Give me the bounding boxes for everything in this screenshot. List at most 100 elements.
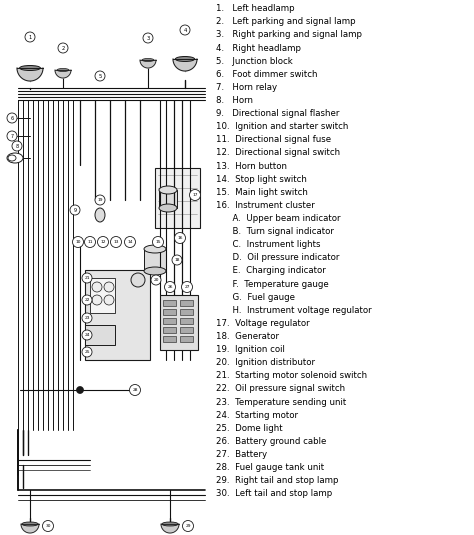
Text: 1.   Left headlamp: 1. Left headlamp (216, 4, 294, 13)
Text: 15.  Main light switch: 15. Main light switch (216, 188, 308, 197)
Bar (163, 318, 176, 324)
Text: 28.  Fuel gauge tank unit: 28. Fuel gauge tank unit (216, 463, 324, 472)
Text: 16: 16 (177, 236, 183, 240)
Text: 23: 23 (84, 316, 90, 320)
Circle shape (164, 281, 175, 293)
Ellipse shape (57, 68, 69, 72)
Bar (160, 295, 198, 350)
Text: 19.  Ignition coil: 19. Ignition coil (216, 345, 284, 354)
Text: 24: 24 (84, 333, 90, 337)
Ellipse shape (131, 273, 145, 287)
Bar (155, 168, 200, 228)
Ellipse shape (95, 208, 105, 222)
Circle shape (110, 236, 121, 248)
Ellipse shape (7, 153, 23, 163)
Text: 19: 19 (97, 198, 103, 202)
Text: D.  Oil pressure indicator: D. Oil pressure indicator (216, 254, 339, 262)
Circle shape (153, 236, 164, 248)
Circle shape (172, 255, 182, 265)
Circle shape (76, 386, 83, 394)
Ellipse shape (144, 245, 166, 253)
Bar (159, 190, 177, 208)
Circle shape (143, 33, 153, 43)
Text: 30: 30 (45, 524, 51, 528)
Circle shape (73, 236, 83, 248)
Circle shape (82, 313, 92, 323)
Text: 21: 21 (84, 276, 90, 280)
Circle shape (7, 131, 17, 141)
Circle shape (12, 141, 22, 151)
Text: E.  Charging indicator: E. Charging indicator (216, 266, 326, 276)
Ellipse shape (159, 186, 177, 194)
Text: 21.  Starting motor solenoid switch: 21. Starting motor solenoid switch (216, 371, 367, 380)
Text: 8.   Horn: 8. Horn (216, 96, 253, 105)
Text: 13.  Horn button: 13. Horn button (216, 162, 287, 171)
Circle shape (182, 521, 193, 531)
Ellipse shape (8, 155, 16, 161)
Circle shape (182, 281, 192, 293)
Bar (85, 325, 115, 345)
Text: 29.  Right tail and stop lamp: 29. Right tail and stop lamp (216, 476, 338, 485)
Circle shape (25, 32, 35, 42)
Circle shape (7, 113, 17, 123)
Text: 18.  Generator: 18. Generator (216, 332, 279, 341)
Text: 12.  Directional signal switch: 12. Directional signal switch (216, 149, 340, 157)
Text: 25.  Dome light: 25. Dome light (216, 424, 283, 433)
Text: 25: 25 (84, 350, 90, 354)
Text: 1: 1 (28, 34, 32, 40)
Circle shape (70, 205, 80, 215)
Text: 17.  Voltage regulator: 17. Voltage regulator (216, 319, 310, 328)
Text: 20.  Ignition distributor: 20. Ignition distributor (216, 358, 315, 367)
Bar (163, 336, 176, 342)
Text: 9.   Directional signal flasher: 9. Directional signal flasher (216, 109, 339, 118)
Text: 6: 6 (10, 116, 14, 120)
Circle shape (43, 521, 54, 531)
Ellipse shape (22, 522, 38, 526)
Circle shape (180, 25, 190, 35)
Text: 7: 7 (10, 134, 14, 139)
Text: 24.  Starting motor: 24. Starting motor (216, 410, 298, 419)
Text: F.  Temperature gauge: F. Temperature gauge (216, 279, 328, 288)
Circle shape (92, 282, 102, 292)
Bar (180, 327, 193, 333)
Text: 30.  Left tail and stop lamp: 30. Left tail and stop lamp (216, 489, 332, 498)
Bar (163, 327, 176, 333)
Text: 14: 14 (127, 240, 133, 244)
Text: 2: 2 (61, 45, 64, 50)
Circle shape (190, 189, 201, 201)
Circle shape (82, 295, 92, 305)
Circle shape (104, 282, 114, 292)
Circle shape (129, 385, 140, 395)
Ellipse shape (19, 65, 40, 71)
Circle shape (95, 71, 105, 81)
Circle shape (84, 236, 95, 248)
Polygon shape (161, 524, 179, 533)
Circle shape (151, 275, 161, 285)
Text: 23.  Temperature sending unit: 23. Temperature sending unit (216, 398, 346, 407)
Text: 20: 20 (153, 278, 159, 282)
Text: 5: 5 (98, 73, 102, 79)
Polygon shape (21, 524, 39, 533)
Text: 9: 9 (73, 208, 76, 212)
Text: 14.  Stop light switch: 14. Stop light switch (216, 175, 307, 184)
Circle shape (125, 236, 136, 248)
Text: 7.   Horn relay: 7. Horn relay (216, 83, 277, 92)
Text: 11.  Directional signal fuse: 11. Directional signal fuse (216, 135, 331, 144)
Text: 4: 4 (183, 27, 187, 33)
Text: 18: 18 (174, 258, 180, 262)
Text: 27.  Battery: 27. Battery (216, 450, 267, 459)
Text: 11: 11 (87, 240, 93, 244)
Text: 13: 13 (113, 240, 119, 244)
Bar (144, 249, 166, 271)
Text: 8: 8 (16, 143, 18, 149)
Text: 2.   Left parking and signal lamp: 2. Left parking and signal lamp (216, 18, 356, 26)
Polygon shape (55, 70, 71, 78)
Text: 3.   Right parking and signal lamp: 3. Right parking and signal lamp (216, 30, 362, 40)
Text: G.  Fuel gauge: G. Fuel gauge (216, 293, 295, 302)
Bar (180, 309, 193, 315)
Ellipse shape (144, 267, 166, 275)
Circle shape (104, 295, 114, 305)
Text: 16.  Instrument cluster: 16. Instrument cluster (216, 201, 314, 210)
Text: 22.  Oil pressure signal switch: 22. Oil pressure signal switch (216, 384, 345, 393)
Circle shape (95, 195, 105, 205)
